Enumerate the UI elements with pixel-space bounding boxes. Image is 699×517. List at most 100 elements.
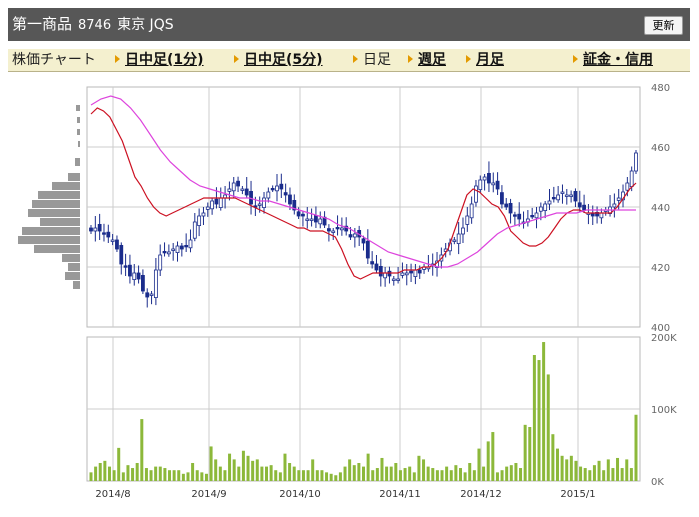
candle-body xyxy=(309,218,314,221)
volume-profile-bar xyxy=(28,209,80,217)
candle-body xyxy=(132,272,137,280)
candle-body xyxy=(314,214,318,223)
arrow-right-icon xyxy=(408,55,413,63)
volume-profile-bar xyxy=(65,272,80,280)
volume-bar xyxy=(431,468,435,481)
arrow-right-icon xyxy=(234,55,239,63)
volume-bar xyxy=(422,459,426,481)
volume-tick-label: 200K xyxy=(651,333,677,344)
volume-bar xyxy=(560,455,564,481)
volume-bar xyxy=(440,470,444,481)
volume-profile-bar xyxy=(52,182,80,190)
candle-body xyxy=(348,234,353,238)
volume-bar xyxy=(315,470,319,481)
candle-body xyxy=(119,244,124,265)
nav-intraday-5min[interactable]: 日中足(5分) xyxy=(234,49,323,71)
volume-bar xyxy=(352,465,356,481)
candle-body xyxy=(344,225,349,232)
volume-bar xyxy=(606,459,610,481)
volume-bar xyxy=(255,459,259,481)
volume-profile-bar xyxy=(40,218,80,226)
volume-bar xyxy=(149,470,153,481)
volume-bar xyxy=(565,459,569,481)
volume-bar xyxy=(329,473,333,481)
candle-body xyxy=(391,278,396,281)
candle-body xyxy=(188,239,193,249)
volume-bar xyxy=(218,466,222,481)
candle-body xyxy=(495,180,500,190)
volume-bar xyxy=(121,472,125,481)
volume-bar xyxy=(385,466,389,481)
volume-bar xyxy=(588,470,592,481)
stock-name: 第一商品 xyxy=(12,15,73,33)
volume-bar xyxy=(195,470,199,481)
volume-profile-bar xyxy=(71,263,80,271)
volume-bar xyxy=(357,463,361,481)
candle-body xyxy=(339,227,344,231)
arrow-right-icon xyxy=(353,55,358,63)
price-tick-label: 420 xyxy=(651,263,670,274)
volume-bar xyxy=(163,468,167,481)
price-tick-label: 460 xyxy=(651,143,670,154)
candle-body xyxy=(292,199,297,211)
volume-bar xyxy=(209,446,213,481)
candle-body xyxy=(149,293,154,296)
x-tick-label: 2014/12 xyxy=(460,489,502,500)
candle-body xyxy=(283,192,288,196)
candle-body xyxy=(469,203,474,219)
candle-body xyxy=(352,233,357,238)
volume-bar xyxy=(126,465,130,481)
volume-bar xyxy=(463,472,467,481)
candle-body xyxy=(400,272,405,276)
volume-bar xyxy=(602,470,606,481)
volume-bar xyxy=(546,374,550,481)
volume-bar xyxy=(514,463,518,481)
candle-body xyxy=(136,272,141,280)
candle-body xyxy=(534,212,539,219)
candle-body xyxy=(257,203,262,206)
volume-bar xyxy=(505,466,509,481)
volume-bar xyxy=(172,470,176,481)
volume-bar xyxy=(89,472,93,481)
volume-bar xyxy=(223,470,227,481)
candle-body xyxy=(461,227,465,235)
volume-bar xyxy=(338,472,342,481)
candle-body xyxy=(331,230,336,233)
volume-bar xyxy=(181,473,185,481)
price-tick-label: 440 xyxy=(651,203,670,214)
candle-body xyxy=(175,245,180,253)
nav-intraday-1min[interactable]: 日中足(1分) xyxy=(115,49,204,71)
candle-body xyxy=(205,206,210,210)
volume-bar xyxy=(445,466,449,481)
candle-body xyxy=(474,185,478,203)
candle-body xyxy=(413,269,418,277)
candle-body xyxy=(383,272,388,279)
candle-body xyxy=(582,204,586,211)
volume-bar xyxy=(288,463,292,481)
nav-monthly[interactable]: 月足 xyxy=(466,49,504,71)
volume-bar xyxy=(168,470,172,481)
volume-profile-bar xyxy=(18,236,80,244)
volume-bar xyxy=(334,475,338,481)
volume-bar xyxy=(204,473,208,481)
candle-body xyxy=(556,194,561,201)
candle-body xyxy=(538,206,543,212)
nav-weekly[interactable]: 週足 xyxy=(408,49,446,71)
ma-short-line xyxy=(90,107,637,280)
volume-bar xyxy=(519,468,523,481)
volume-bar xyxy=(251,460,255,481)
volume-bar xyxy=(135,463,139,481)
chart-nav: 株価チャート 日中足(1分) 日中足(5分) 日足 週足 月足 証金・信用 xyxy=(8,49,690,72)
volume-bar xyxy=(509,465,513,481)
candle-body xyxy=(409,270,413,274)
volume-bar xyxy=(228,453,232,481)
nav-margin[interactable]: 証金・信用 xyxy=(573,49,653,71)
candle-body xyxy=(335,226,340,230)
price-tick-label: 480 xyxy=(651,83,670,94)
candle-body xyxy=(162,250,167,254)
volume-bar xyxy=(292,466,296,481)
refresh-button[interactable]: 更新 xyxy=(644,16,683,35)
candle-body xyxy=(560,191,565,194)
volume-bar xyxy=(482,466,486,481)
candle-body xyxy=(517,213,522,220)
